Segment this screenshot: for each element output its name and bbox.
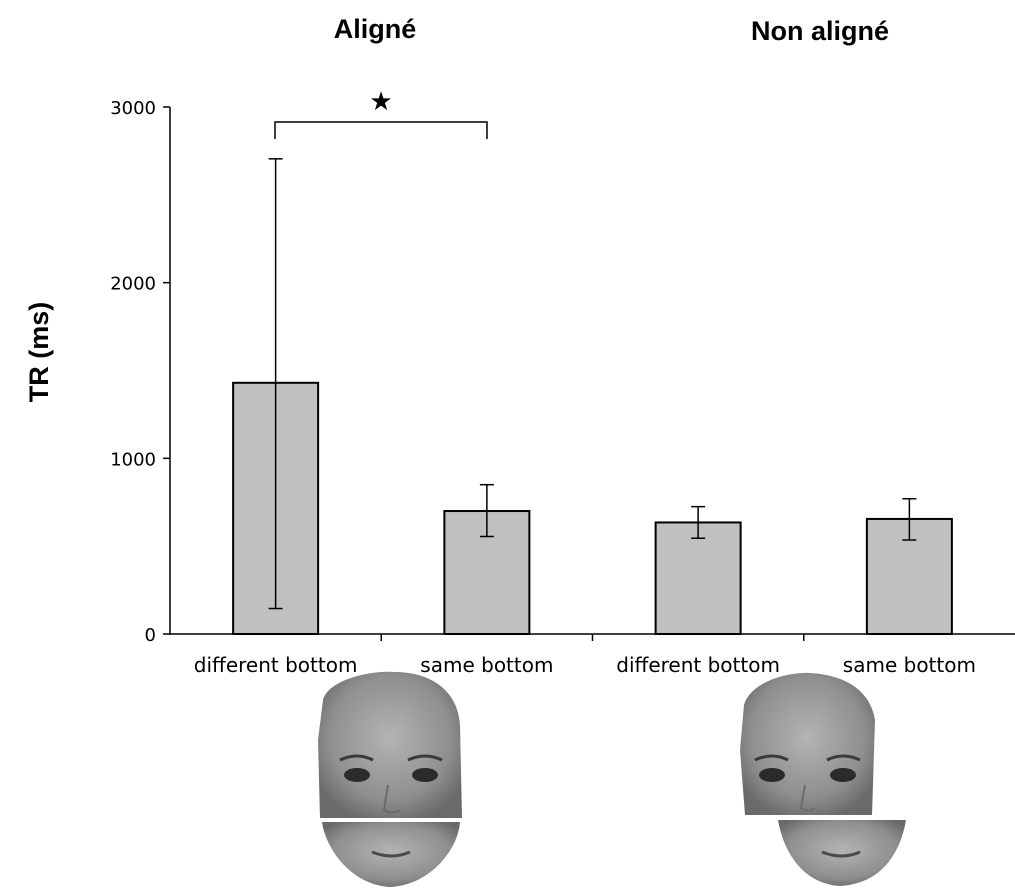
error-bars-group bbox=[268, 158, 917, 610]
group-title-aligned: Aligné bbox=[334, 14, 417, 44]
aligned-composite-face-image bbox=[318, 671, 462, 887]
significance-star: ★ bbox=[369, 87, 392, 117]
x-axis-category-labels: different bottom same bottom different bot… bbox=[194, 653, 976, 677]
significance-bracket bbox=[274, 121, 488, 139]
y-axis-label: TR (ms) bbox=[24, 302, 54, 403]
error-bar bbox=[691, 505, 706, 540]
y-tick-label: 2000 bbox=[110, 274, 156, 295]
x-category-label: same bottom bbox=[843, 653, 976, 677]
error-bar bbox=[268, 158, 283, 610]
misaligned-composite-face-image bbox=[740, 672, 906, 886]
y-axis-ticks: 0 1000 2000 3000 bbox=[110, 98, 170, 646]
x-category-label: different bottom bbox=[194, 653, 358, 677]
bar bbox=[654, 521, 742, 635]
error-bar bbox=[479, 483, 494, 538]
bars-group bbox=[232, 381, 953, 636]
y-tick-label: 1000 bbox=[110, 449, 156, 470]
x-axis-ticks bbox=[380, 634, 805, 641]
x-category-label: different bottom bbox=[616, 653, 780, 677]
x-category-label: same bottom bbox=[420, 653, 553, 677]
y-tick-label: 0 bbox=[145, 625, 156, 646]
y-tick-label: 3000 bbox=[110, 98, 156, 119]
error-bar bbox=[902, 497, 917, 541]
group-title-non-aligned: Non aligné bbox=[751, 16, 889, 46]
